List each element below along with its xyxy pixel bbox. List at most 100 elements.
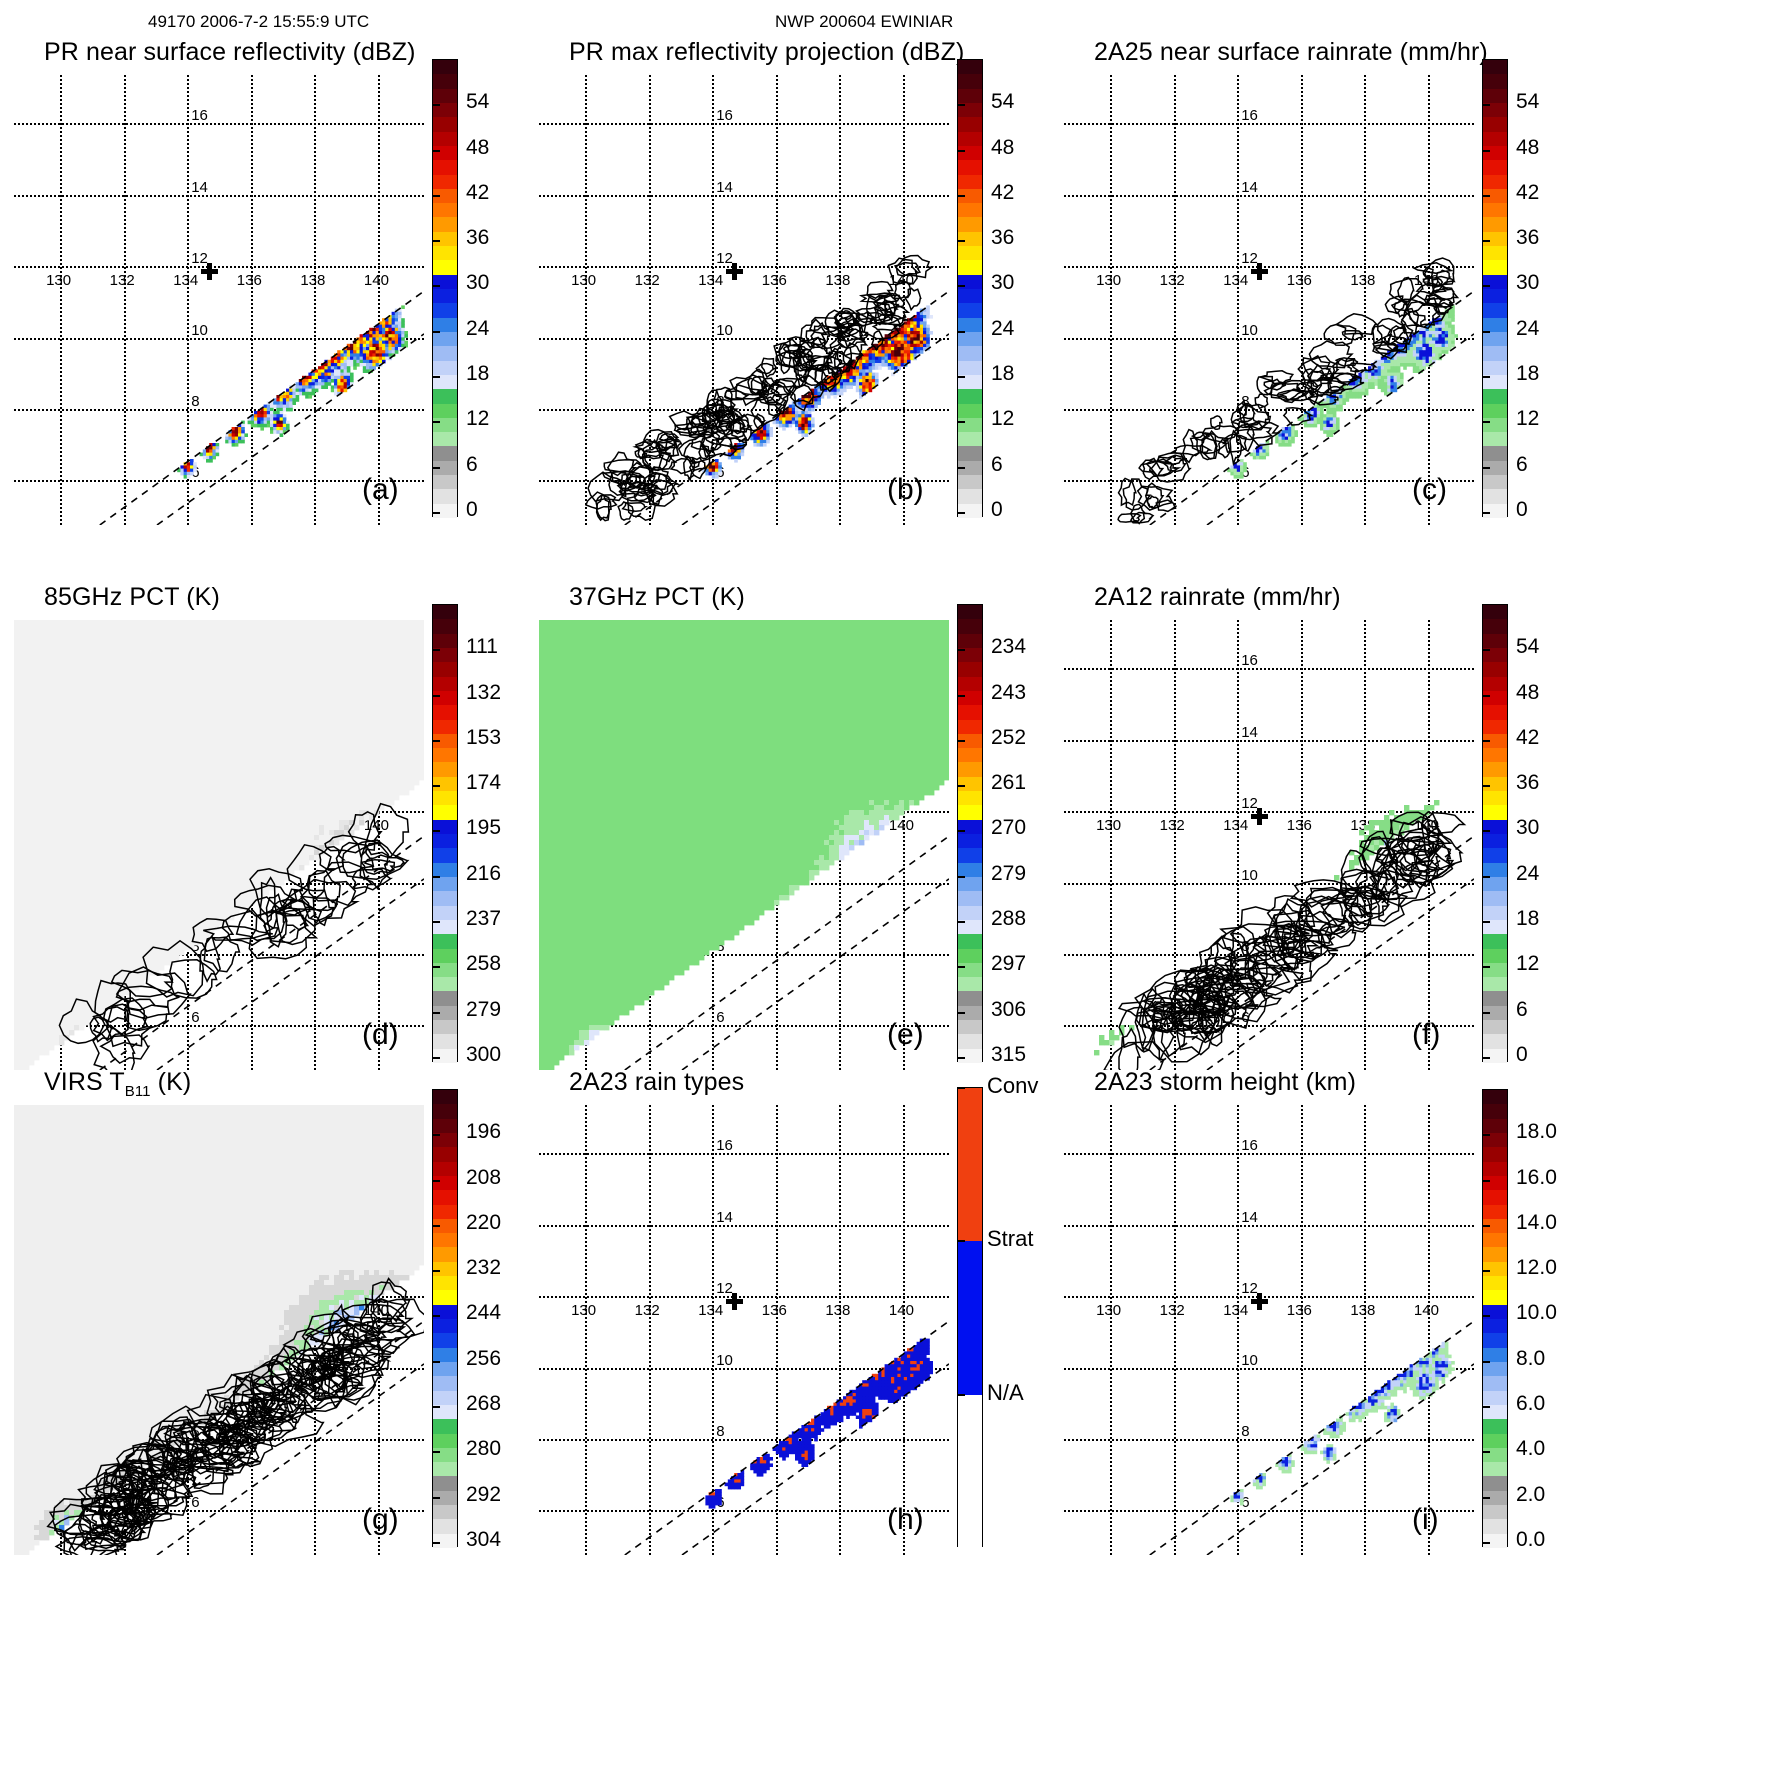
colorbar-tick-label: 256	[466, 1346, 502, 1370]
panel-letter-a: (a)	[362, 473, 399, 506]
colorbar-tick-label: 243	[991, 680, 1027, 704]
colorbar-segment	[958, 733, 982, 749]
colorbar-segment	[1483, 862, 1507, 877]
colorbar-segment	[1483, 633, 1507, 648]
colorbar-h[interactable]	[957, 1087, 983, 1548]
colorbar-segment	[958, 934, 982, 949]
colorbar-segment	[433, 919, 457, 935]
gridline-latitude	[539, 1510, 949, 1513]
colorbar-segment	[1483, 919, 1507, 935]
gridline-latitude	[539, 1224, 949, 1227]
colorbar-segment	[1483, 791, 1507, 806]
lon-tick-label: 130	[1096, 272, 1122, 290]
colorbar-tick	[958, 830, 965, 833]
colorbar-tick-label: Conv	[987, 1073, 1039, 1098]
colorbar-segment	[1483, 360, 1507, 375]
colorbar-segment	[433, 1404, 457, 1420]
colorbar-tick-label: 220	[466, 1210, 502, 1234]
colorbar-tick	[1483, 921, 1490, 923]
colorbar-segment	[958, 1034, 982, 1049]
gridline-latitude	[1064, 337, 1474, 340]
colorbar-tick	[433, 1541, 440, 1544]
colorbar-segment	[433, 231, 457, 247]
colorbar-tick-label: 216	[466, 861, 502, 885]
colorbar-segment	[433, 188, 457, 204]
colorbar-segment	[433, 1020, 457, 1035]
colorbar-tick-label: 30	[466, 271, 490, 295]
colorbar-tick	[958, 966, 965, 969]
colorbar-segment	[433, 489, 457, 504]
colorbar-segment	[1483, 246, 1507, 261]
colorbar-segment	[1483, 1218, 1507, 1234]
panel-letter-i: (i)	[1412, 1503, 1439, 1536]
colorbar-segment	[958, 188, 982, 204]
lon-tick-label: 136	[1286, 817, 1312, 835]
colorbar-tick-label: 6	[1516, 452, 1528, 476]
colorbar-segment	[433, 1204, 457, 1219]
panel-title-d: 85GHz PCT (K)	[44, 583, 220, 611]
colorbar-segment	[958, 289, 982, 304]
colorbar-segment	[958, 231, 982, 247]
colorbar-tick	[433, 466, 440, 469]
colorbar-tick	[433, 1270, 440, 1273]
gridline-latitude	[539, 194, 949, 197]
colorbar-segment	[1483, 260, 1507, 275]
colorbar-segment	[1483, 203, 1507, 218]
colorbar-segment	[433, 676, 457, 691]
gridline-longitude	[1173, 75, 1176, 525]
colorbar-segment	[433, 619, 457, 634]
colorbar-segment	[1483, 1034, 1507, 1049]
colorbar-segment	[1483, 676, 1507, 691]
colorbar-a[interactable]	[432, 59, 458, 518]
gridline-latitude	[14, 408, 424, 411]
colorbar-tick	[958, 194, 965, 197]
colorbar-segment	[958, 1394, 982, 1548]
panel-title-e: 37GHz PCT (K)	[569, 583, 745, 611]
data-layer-g	[14, 1105, 424, 1555]
lon-tick-label: 132	[1159, 1302, 1185, 1320]
colorbar-e[interactable]	[957, 604, 983, 1063]
gridline-longitude	[1110, 75, 1113, 525]
lon-tick-label: 138	[1350, 1302, 1376, 1320]
colorbar-segment	[433, 934, 457, 949]
colorbar-tick-label: 30	[1516, 816, 1540, 840]
lat-tick-label: 6	[191, 464, 200, 482]
colorbar-i[interactable]	[1482, 1089, 1508, 1548]
colorbar-tick-label: 304	[466, 1527, 502, 1551]
colorbar-b[interactable]	[957, 59, 983, 518]
colorbar-c[interactable]	[1482, 59, 1508, 518]
colorbar-tick	[433, 104, 440, 107]
colorbar-segment	[1483, 1333, 1507, 1348]
colorbar-tick-label: 54	[466, 90, 490, 114]
storm-center-marker	[726, 263, 744, 281]
lat-tick-label: 14	[191, 178, 208, 196]
colorbar-segment	[433, 891, 457, 906]
gridline-latitude	[1064, 739, 1474, 742]
colorbar-segment	[958, 719, 982, 734]
colorbar-g[interactable]	[432, 1089, 458, 1548]
colorbar-segment	[958, 174, 982, 189]
colorbar-segment	[433, 203, 457, 218]
lat-tick-label: 10	[1241, 1351, 1258, 1369]
colorbar-tick-label: 12	[991, 407, 1015, 431]
colorbar-tick-label: 279	[991, 861, 1027, 885]
colorbar-tick-label: 174	[466, 771, 502, 795]
colorbar-segment	[1483, 432, 1507, 447]
colorbar-tick-label: 6.0	[1516, 1392, 1546, 1415]
colorbar-tick-label: 36	[1516, 771, 1540, 795]
colorbar-d[interactable]	[432, 604, 458, 1063]
lat-tick-label: 8	[191, 392, 200, 410]
lon-tick-label: 132	[1159, 817, 1185, 835]
colorbar-f[interactable]	[1482, 604, 1508, 1063]
colorbar-segment	[958, 647, 982, 663]
colorbar-segment	[1483, 1261, 1507, 1277]
colorbar-segment	[958, 131, 982, 146]
colorbar-tick	[433, 1056, 440, 1059]
colorbar-segment	[433, 1132, 457, 1148]
lat-tick-label: 10	[716, 321, 733, 339]
gridline-latitude	[1064, 266, 1474, 269]
colorbar-tick-label: 6	[466, 452, 478, 476]
colorbar-segment	[958, 1241, 982, 1395]
colorbar-segment	[433, 460, 457, 476]
